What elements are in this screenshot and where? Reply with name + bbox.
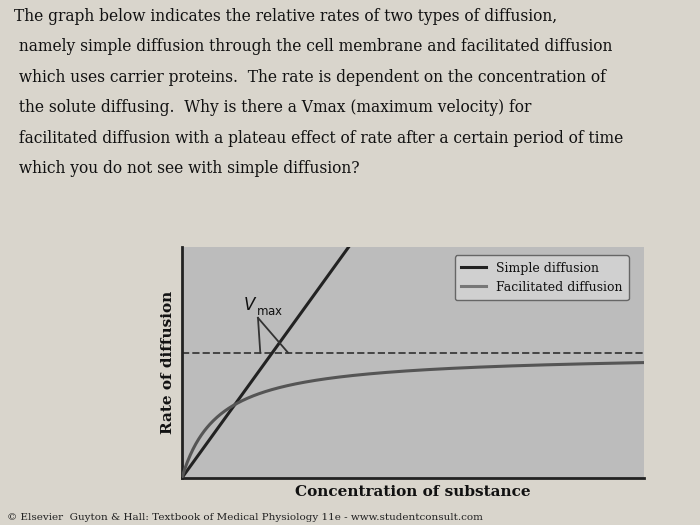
Y-axis label: Rate of diffusion: Rate of diffusion — [161, 291, 175, 434]
Legend: Simple diffusion, Facilitated diffusion: Simple diffusion, Facilitated diffusion — [454, 255, 629, 300]
Text: $\mathregular{max}$: $\mathregular{max}$ — [256, 305, 283, 318]
Text: $\mathit{V}$: $\mathit{V}$ — [243, 296, 258, 313]
Text: the solute diffusing.  Why is there a Vmax (maximum velocity) for: the solute diffusing. Why is there a Vma… — [14, 99, 531, 116]
X-axis label: Concentration of substance: Concentration of substance — [295, 485, 531, 499]
Text: which you do not see with simple diffusion?: which you do not see with simple diffusi… — [14, 160, 360, 177]
Text: namely simple diffusion through the cell membrane and facilitated diffusion: namely simple diffusion through the cell… — [14, 38, 612, 55]
Text: facilitated diffusion with a plateau effect of rate after a certain period of ti: facilitated diffusion with a plateau eff… — [14, 130, 623, 146]
Text: © Elsevier  Guyton & Hall: Textbook of Medical Physiology 11e - www.studentconsu: © Elsevier Guyton & Hall: Textbook of Me… — [7, 513, 483, 522]
Text: which uses carrier proteins.  The rate is dependent on the concentration of: which uses carrier proteins. The rate is… — [14, 69, 606, 86]
Text: The graph below indicates the relative rates of two types of diffusion,: The graph below indicates the relative r… — [14, 8, 557, 25]
